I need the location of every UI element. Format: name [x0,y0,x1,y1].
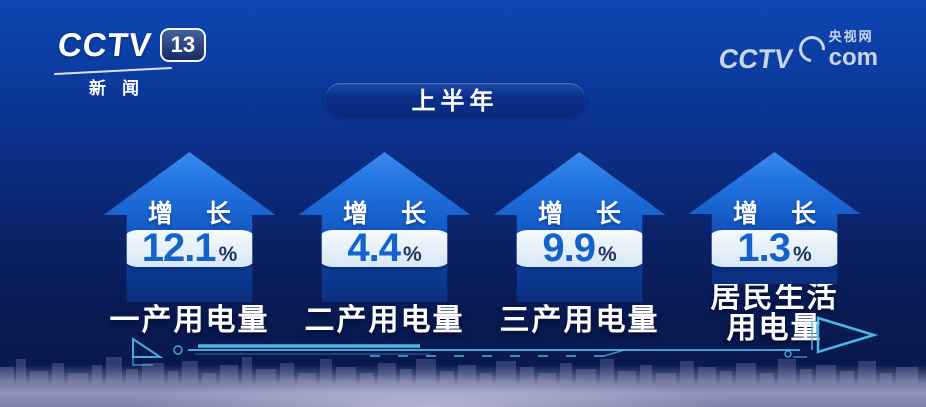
value-pill: 4.4 % [313,226,455,270]
category-label-line1: 二产用电量 [304,304,465,337]
percent-sign: % [402,243,422,266]
category-label-line2: 用电量 [726,312,823,345]
percent-sign: % [218,243,238,266]
category-label: 一产用电量 [110,305,270,336]
percent-sign: % [597,243,617,266]
tech-line-decoration [132,316,879,366]
category-label-line1: 居民生活 [710,281,839,314]
growth-label: 增 长 [538,200,634,228]
right-triangle-icon [816,316,879,354]
column-residential: 增 长 1.3 % 居民生活 用电量 [677,152,872,344]
domain-suffix-label: com [828,44,878,71]
cctv13-channel-logo: CCTV 13 新闻 [54,26,206,99]
growth-label: 增 长 [343,200,439,228]
cctv-wordmark: CCTV [56,26,154,63]
ground-glow [120,373,740,407]
site-name-label: 央视网 [828,29,874,44]
up-arrow-icon: 增 长 4.4 % [298,152,471,302]
cctv-wordmark-small: CCTV [717,44,795,74]
channel-number-badge: 13 [159,28,206,62]
growth-value: 9.9 [542,226,596,270]
column-tertiary-industry: 增 长 9.9 % 三产用电量 [482,152,677,344]
growth-label: 增 长 [148,200,244,228]
category-label: 居民生活 用电量 [711,282,839,344]
left-triangle-icon [132,337,164,358]
column-secondary-industry: 增 长 4.4 % 二产用电量 [287,152,482,344]
up-arrow-icon: 增 长 1.3 % [688,152,861,284]
growth-value: 12.1 [141,226,217,270]
up-arrow-icon: 增 长 12.1 % [103,152,276,302]
cctvcom-watermark-logo: CCTV 央视网 com [717,29,878,75]
swirl-ring-icon [793,30,830,68]
growth-columns: 增 长 12.1 % 一产用电量 增 长 4.4 % 二产用电量 [92,152,872,344]
value-pill: 1.3 % [703,226,845,270]
growth-value: 1.3 [737,226,791,270]
category-label: 三产用电量 [500,305,660,336]
column-primary-industry: 增 长 12.1 % 一产用电量 [92,152,287,344]
growth-label: 增 长 [733,200,829,228]
up-arrow-icon: 增 长 9.9 % [493,152,666,302]
category-label-line1: 三产用电量 [499,304,660,337]
category-label: 二产用电量 [305,305,465,336]
category-label-line1: 一产用电量 [109,304,270,337]
value-pill: 9.9 % [508,226,650,270]
percent-sign: % [792,243,812,266]
growth-value: 4.4 [347,226,401,270]
channel-name-label: 新闻 [89,79,155,98]
period-title-pill: 上半年 [325,83,585,115]
value-pill: 12.1 % [118,226,260,270]
